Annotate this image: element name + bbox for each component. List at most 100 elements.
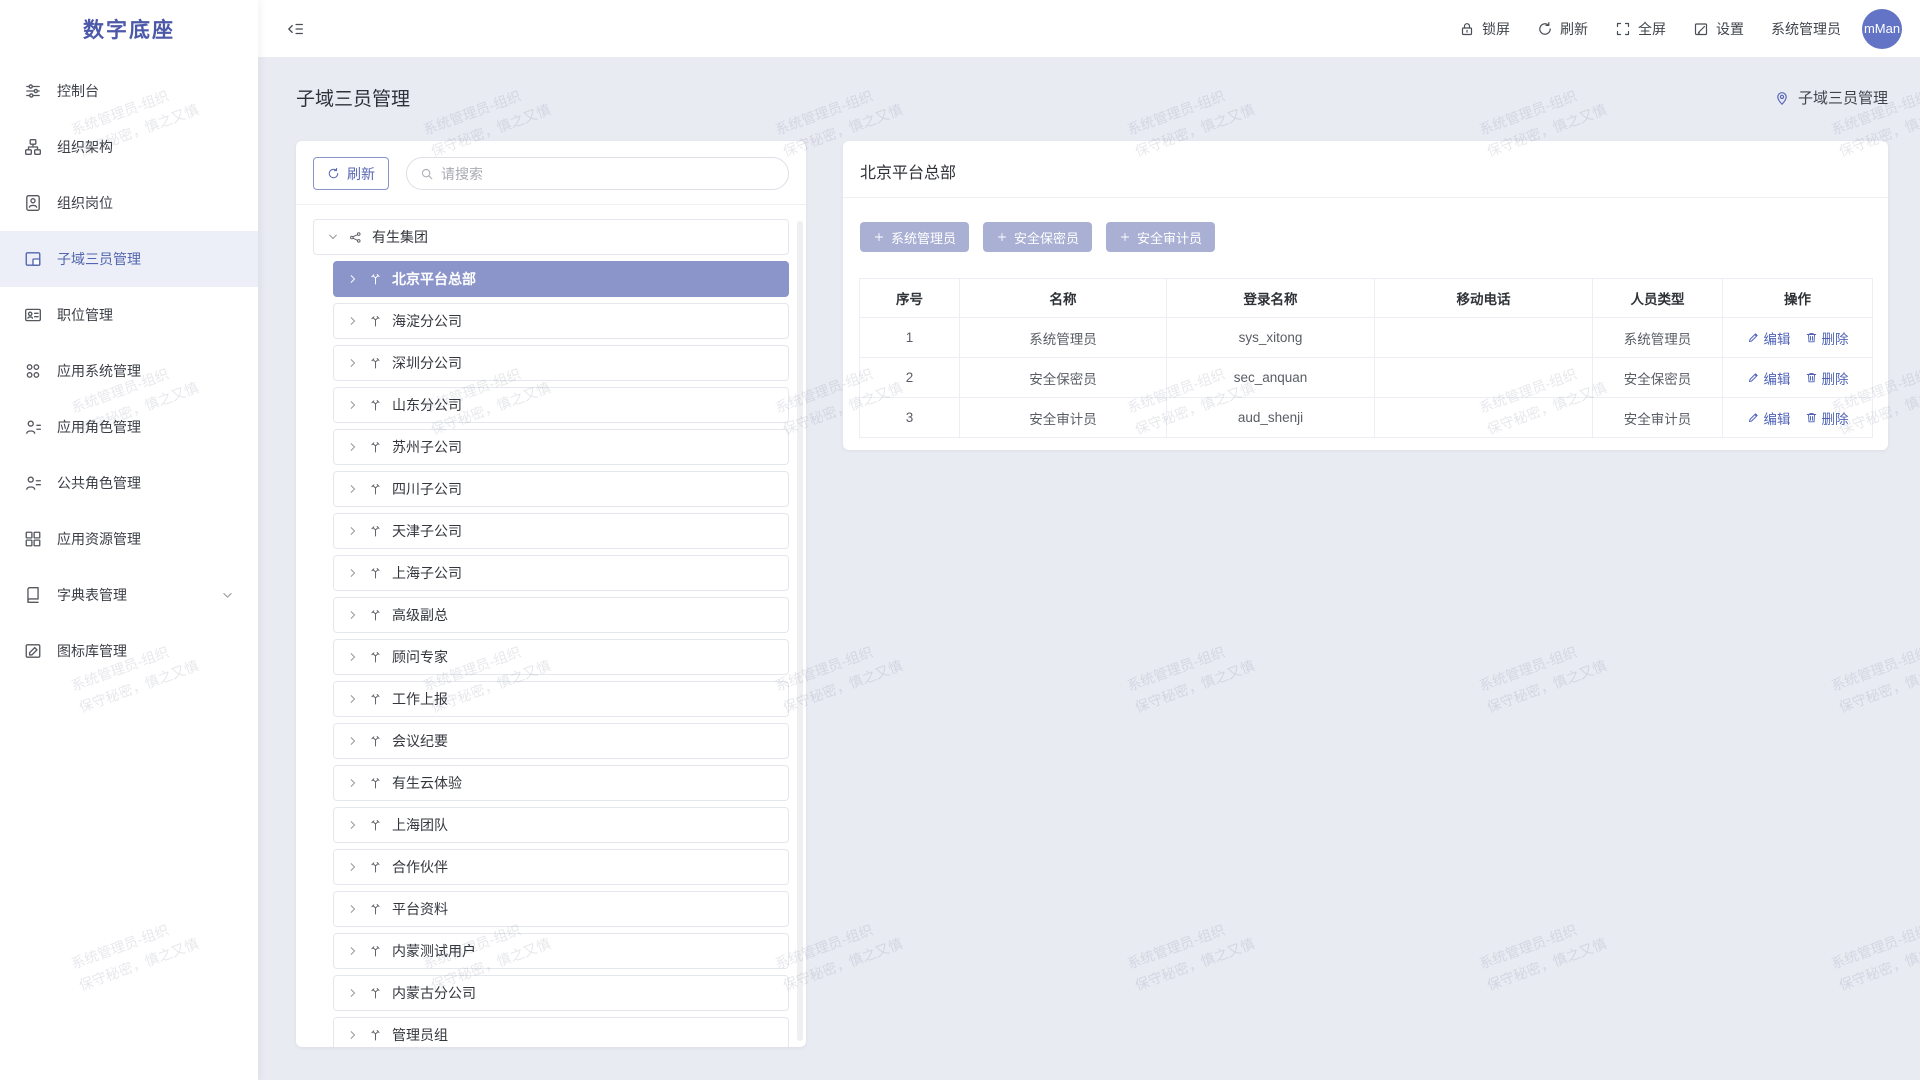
- edit-icon: [1747, 371, 1760, 384]
- tree-item-label: 上海团队: [392, 817, 448, 833]
- add-button-安全审计员[interactable]: 安全审计员: [1106, 222, 1216, 252]
- branch-icon: [369, 399, 382, 412]
- branch-icon: [369, 357, 382, 370]
- tree-item-苏州子公司[interactable]: 苏州子公司: [333, 429, 789, 465]
- cell-login: sys_xitong: [1166, 317, 1375, 358]
- table-row: 3 安全审计员 aud_shenji 安全审计员 编辑 删除: [859, 397, 1873, 438]
- sidebar-item-label: 职位管理: [57, 307, 113, 323]
- org-chart-icon: [24, 138, 42, 156]
- branch-icon: [369, 861, 382, 874]
- branch-icon: [369, 987, 382, 1000]
- chevron-right-icon: [347, 693, 359, 705]
- sidebar-item-label: 控制台: [57, 83, 99, 99]
- tree-item-山东分公司[interactable]: 山东分公司: [333, 387, 789, 423]
- tree-item-内蒙古分公司[interactable]: 内蒙古分公司: [333, 975, 789, 1011]
- cell-actions: 编辑 删除: [1722, 317, 1873, 358]
- tree-item-会议纪要[interactable]: 会议纪要: [333, 723, 789, 759]
- branch-icon: [369, 525, 382, 538]
- edit-square-icon: [1693, 21, 1709, 37]
- main-content: 子域三员管理 子域三员管理 刷新 有生集团北京平台总部海淀分公司深圳分公司山东分…: [258, 57, 1920, 1080]
- tree-item-平台资料[interactable]: 平台资料: [333, 891, 789, 927]
- topbar-action-锁屏[interactable]: 锁屏: [1459, 19, 1510, 39]
- sidebar-item-应用角色管理[interactable]: 应用角色管理: [0, 399, 258, 455]
- action-label: 删除: [1821, 331, 1849, 347]
- sidebar-item-label: 组织架构: [57, 139, 113, 155]
- tree-item-label: 顾问专家: [392, 649, 448, 665]
- org-tree-panel: 刷新 有生集团北京平台总部海淀分公司深圳分公司山东分公司苏州子公司四川子公司天津…: [296, 141, 806, 1047]
- tree-item-有生云体验[interactable]: 有生云体验: [333, 765, 789, 801]
- chevron-right-icon: [347, 777, 359, 789]
- topbar: 锁屏 刷新 全屏 设置 系统管理员 mMan: [258, 0, 1920, 57]
- delete-link[interactable]: 删除: [1805, 328, 1849, 348]
- tree-item-北京平台总部[interactable]: 北京平台总部: [333, 261, 789, 297]
- share-icon: [349, 231, 362, 244]
- delete-link[interactable]: 删除: [1805, 408, 1849, 428]
- tree-item-合作伙伴[interactable]: 合作伙伴: [333, 849, 789, 885]
- topbar-action-全屏[interactable]: 全屏: [1615, 19, 1666, 39]
- org-detail-panel: 北京平台总部 系统管理员 安全保密员 安全审计员 序号 名称 登录名称 移动电话 人员类型操…: [843, 141, 1888, 450]
- collapse-sidebar-icon[interactable]: [286, 20, 304, 38]
- badge-person-icon: [24, 194, 42, 212]
- edit-link[interactable]: 编辑: [1747, 328, 1791, 348]
- sidebar-item-控制台[interactable]: 控制台: [0, 63, 258, 119]
- sidebar-item-应用资源管理[interactable]: 应用资源管理: [0, 511, 258, 567]
- add-button-安全保密员[interactable]: 安全保密员: [983, 222, 1093, 252]
- tree-search-input[interactable]: [441, 165, 775, 182]
- tree-item-四川子公司[interactable]: 四川子公司: [333, 471, 789, 507]
- tree-item-内蒙测试用户[interactable]: 内蒙测试用户: [333, 933, 789, 969]
- sidebar-item-label: 字典表管理: [57, 587, 127, 603]
- tree-scrollbar[interactable]: [797, 221, 803, 1041]
- sidebar-item-公共角色管理[interactable]: 公共角色管理: [0, 455, 258, 511]
- tree-item-高级副总[interactable]: 高级副总: [333, 597, 789, 633]
- edit-icon: [1747, 411, 1760, 424]
- layout-icon: [24, 250, 42, 268]
- sidebar-item-职位管理[interactable]: 职位管理: [0, 287, 258, 343]
- tree-item-工作上报[interactable]: 工作上报: [333, 681, 789, 717]
- edit-link[interactable]: 编辑: [1747, 408, 1791, 428]
- sidebar-item-图标库管理[interactable]: 图标库管理: [0, 623, 258, 679]
- tree-item-label: 上海子公司: [392, 565, 462, 581]
- tree-item-上海团队[interactable]: 上海团队: [333, 807, 789, 843]
- chevron-down-icon: [221, 589, 234, 602]
- sliders-icon: [24, 82, 42, 100]
- tree-item-上海子公司[interactable]: 上海子公司: [333, 555, 789, 591]
- tree-refresh-button[interactable]: 刷新: [313, 157, 389, 190]
- page-title: 子域三员管理: [296, 89, 411, 110]
- plus-icon: [1119, 231, 1131, 243]
- add-button-系统管理员[interactable]: 系统管理员: [860, 222, 970, 252]
- sidebar-menu: 控制台组织架构组织岗位 子域三员管理职位管理应用系统管理应用角色管理公共角色管理应…: [0, 57, 258, 679]
- tree-item-root[interactable]: 有生集团: [313, 219, 789, 255]
- sidebar-item-label: 应用角色管理: [57, 419, 141, 435]
- cell-login: aud_shenji: [1166, 397, 1375, 438]
- tree-item-海淀分公司[interactable]: 海淀分公司: [333, 303, 789, 339]
- topbar-action-设置[interactable]: 设置: [1693, 19, 1744, 39]
- tree-item-label: 内蒙测试用户: [392, 943, 476, 959]
- sidebar-item-组织岗位[interactable]: 组织岗位: [0, 175, 258, 231]
- tree-item-label: 会议纪要: [392, 733, 448, 749]
- plus-icon: [873, 231, 885, 243]
- delete-link[interactable]: 删除: [1805, 368, 1849, 388]
- avatar[interactable]: mMan: [1862, 8, 1902, 49]
- action-label: 编辑: [1763, 331, 1791, 347]
- edit-link[interactable]: 编辑: [1747, 368, 1791, 388]
- tree-item-顾问专家[interactable]: 顾问专家: [333, 639, 789, 675]
- sidebar-item-组织架构[interactable]: 组织架构: [0, 119, 258, 175]
- table-row: 1 系统管理员 sys_xitong 系统管理员 编辑 删除: [859, 317, 1873, 358]
- tree-item-label: 深圳分公司: [392, 355, 462, 371]
- tree-item-深圳分公司[interactable]: 深圳分公司: [333, 345, 789, 381]
- app-role-icon: [24, 418, 42, 436]
- tree-item-天津子公司[interactable]: 天津子公司: [333, 513, 789, 549]
- branch-icon: [369, 567, 382, 580]
- current-user-label[interactable]: 系统管理员: [1771, 20, 1841, 37]
- dictionary-icon: [24, 586, 42, 604]
- org-tree: 有生集团北京平台总部 海淀分公司深圳分公司山东分公司苏州子公司四川子公司天津子公司…: [296, 205, 806, 1047]
- sidebar-item-子域三员管理[interactable]: 子域三员管理: [0, 231, 258, 287]
- tree-item-管理员组[interactable]: 管理员组: [333, 1017, 789, 1047]
- add-role-buttons: 系统管理员 安全保密员 安全审计员: [843, 198, 1888, 252]
- search-icon: [420, 167, 434, 181]
- sidebar-item-应用系统管理[interactable]: 应用系统管理: [0, 343, 258, 399]
- tree-toolbar: 刷新: [296, 141, 806, 205]
- tree-item-label: 内蒙古分公司: [392, 985, 476, 1001]
- sidebar-item-字典表管理[interactable]: 字典表管理: [0, 567, 258, 623]
- topbar-action-刷新[interactable]: 刷新: [1537, 19, 1588, 39]
